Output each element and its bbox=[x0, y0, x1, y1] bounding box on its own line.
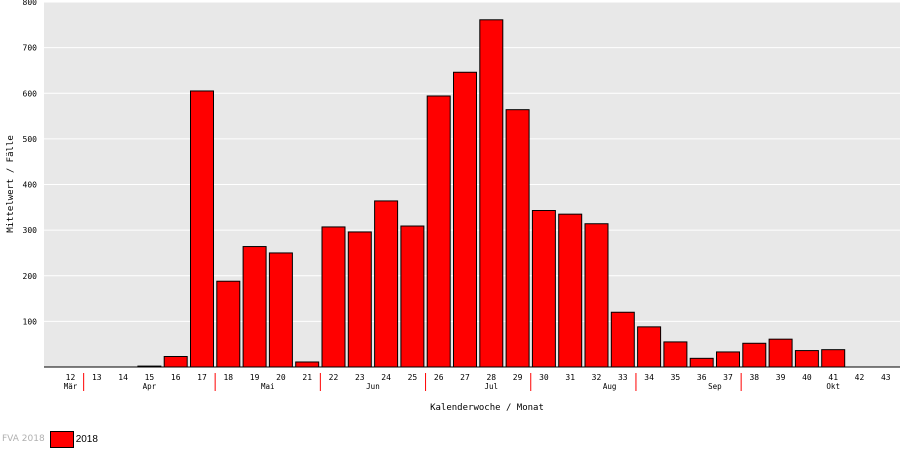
bar bbox=[742, 342, 767, 368]
x-tick-label: 38 bbox=[749, 373, 759, 382]
x-tick-label: 43 bbox=[881, 373, 891, 382]
x-tick-label: 31 bbox=[565, 373, 575, 382]
credit-text: FVA 2018 bbox=[2, 434, 45, 444]
month-label: Sep bbox=[708, 382, 722, 391]
x-tick-label: 33 bbox=[618, 373, 628, 382]
bar bbox=[190, 90, 214, 368]
x-tick-label: 40 bbox=[802, 373, 812, 382]
x-tick-label: 28 bbox=[486, 373, 496, 382]
bar bbox=[400, 225, 425, 368]
y-tick-label: 600 bbox=[23, 89, 38, 98]
x-tick-label: 30 bbox=[539, 373, 549, 382]
bar bbox=[794, 350, 819, 368]
y-axis-label: Mittelwert / Fälle bbox=[6, 135, 16, 233]
x-tick-label: 35 bbox=[671, 373, 681, 382]
bar bbox=[531, 210, 556, 368]
x-tick-label: 22 bbox=[329, 373, 339, 382]
bar bbox=[663, 341, 688, 368]
bar bbox=[374, 200, 399, 368]
y-tick-label: 400 bbox=[23, 181, 38, 190]
x-tick-label: 12 bbox=[66, 373, 76, 382]
month-label: Mär bbox=[64, 382, 78, 391]
bar bbox=[689, 357, 714, 368]
x-tick-labels: 12 13 14 15 16 17 18 19 20 21 22 23 24 25 26 27 28 29 30 31… bbox=[66, 373, 891, 382]
x-tick-label: 21 bbox=[302, 373, 312, 382]
bar bbox=[347, 231, 372, 368]
x-tick-label: 41 bbox=[828, 373, 838, 382]
y-tick-label: 700 bbox=[23, 44, 38, 53]
month-label: Jul bbox=[485, 382, 499, 391]
y-tick-label: 300 bbox=[23, 226, 38, 235]
month-label: Aug bbox=[603, 382, 617, 391]
bar bbox=[584, 223, 609, 368]
y-tick-label: 500 bbox=[23, 135, 38, 144]
month-separators bbox=[83, 373, 742, 391]
y-tick-label: 200 bbox=[23, 272, 38, 281]
x-tick-label: 32 bbox=[592, 373, 602, 382]
x-tick-label: 23 bbox=[355, 373, 365, 382]
x-tick-label: 24 bbox=[381, 373, 391, 382]
bar bbox=[216, 280, 241, 368]
x-tick-label: 34 bbox=[644, 373, 654, 382]
bar bbox=[321, 226, 346, 368]
bar bbox=[163, 356, 188, 368]
month-label: Okt bbox=[826, 382, 840, 391]
bar bbox=[453, 71, 477, 368]
x-tick-label: 15 bbox=[145, 373, 155, 382]
x-tick-label: 29 bbox=[513, 373, 523, 382]
bar bbox=[268, 252, 293, 368]
x-tick-label: 25 bbox=[408, 373, 418, 382]
y-tick-labels: 100 200 300 400 500 600 700 800 bbox=[23, 0, 38, 326]
bar bbox=[821, 349, 846, 368]
x-tick-label: 18 bbox=[223, 373, 233, 382]
y-tick-label: 800 bbox=[23, 0, 38, 7]
bar bbox=[242, 246, 267, 368]
x-tick-label: 17 bbox=[197, 373, 207, 382]
x-tick-label: 19 bbox=[250, 373, 260, 382]
x-tick-label: 13 bbox=[92, 373, 102, 382]
x-tick-label: 16 bbox=[171, 373, 181, 382]
bar bbox=[637, 326, 662, 368]
y-tick-label: 100 bbox=[23, 317, 38, 326]
bar bbox=[716, 351, 740, 368]
month-label: Mai bbox=[261, 382, 275, 391]
bar bbox=[505, 109, 530, 368]
legend-label: 2018 bbox=[75, 433, 98, 445]
month-labels: Mär Apr Mai Jun Jul Aug Sep Okt bbox=[64, 382, 840, 391]
bar bbox=[610, 311, 635, 368]
x-tick-label: 14 bbox=[118, 373, 128, 382]
x-tick-label: 39 bbox=[776, 373, 786, 382]
x-tick-label: 26 bbox=[434, 373, 444, 382]
bar bbox=[479, 19, 504, 368]
legend-swatch bbox=[49, 430, 74, 448]
month-label: Apr bbox=[143, 382, 157, 391]
x-tick-label: 20 bbox=[276, 373, 286, 382]
legend: FVA 2018 2018 bbox=[2, 429, 98, 449]
bar bbox=[768, 338, 793, 368]
x-tick-label: 36 bbox=[697, 373, 707, 382]
bar bbox=[426, 95, 451, 368]
month-label: Jun bbox=[366, 382, 380, 391]
bars bbox=[137, 19, 846, 368]
bar bbox=[295, 361, 320, 368]
bar bbox=[558, 213, 583, 368]
x-tick-label: 37 bbox=[723, 373, 733, 382]
x-axis-label: Kalenderwoche / Monat bbox=[430, 403, 544, 413]
x-tick-label: 42 bbox=[855, 373, 865, 382]
x-tick-label: 27 bbox=[460, 373, 470, 382]
